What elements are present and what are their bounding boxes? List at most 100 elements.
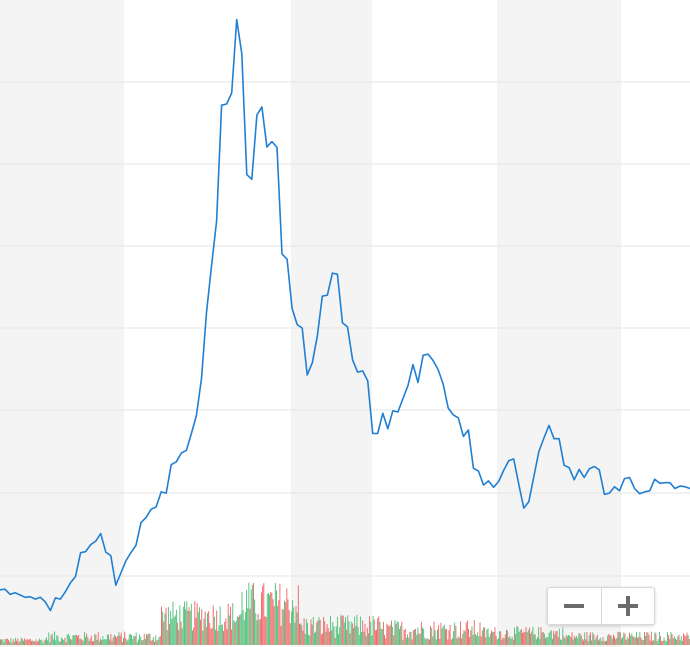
volume-bar [447, 639, 449, 645]
volume-bar [488, 636, 490, 645]
volume-bar [193, 627, 195, 645]
volume-bar [391, 620, 392, 645]
volume-bar [309, 635, 311, 645]
volume-bar [192, 630, 193, 645]
volume-bar [366, 627, 368, 645]
volume-bar [477, 632, 479, 645]
volume-bar [455, 626, 457, 645]
volume-bar [102, 636, 104, 645]
volume-bar [27, 639, 29, 645]
volume-bar [64, 637, 66, 645]
volume-bar [227, 603, 229, 645]
volume-bar [34, 641, 36, 645]
volume-bar [296, 612, 298, 645]
volume-bar [216, 610, 218, 645]
volume-bar [243, 619, 245, 645]
volume-bar [419, 633, 421, 645]
volume-bar [415, 628, 417, 645]
volume-bar [591, 640, 593, 645]
volume-bar [570, 636, 572, 645]
zoom-out-button[interactable] [548, 588, 601, 624]
volume-bar [274, 583, 276, 645]
volume-bar [372, 615, 374, 645]
volume-bar [151, 639, 153, 645]
volume-bar [18, 642, 20, 645]
volume-bar [353, 628, 354, 645]
volume-bar [425, 639, 427, 645]
volume-bar [98, 641, 100, 645]
volume-bar [485, 637, 487, 645]
volume-bar [504, 634, 506, 645]
volume-bar [8, 639, 9, 645]
volume-bar [338, 634, 340, 645]
volume-bar [150, 640, 152, 645]
volume-bar [646, 632, 648, 645]
volume-bar [65, 642, 67, 645]
volume-bar [0, 639, 1, 645]
volume-bar [688, 638, 690, 645]
volume-bar [382, 621, 384, 645]
volume-bar [410, 631, 412, 645]
volume-bar [408, 637, 410, 645]
volume-bar [10, 638, 12, 645]
volume-bar [50, 635, 52, 645]
zoom-in-button[interactable] [600, 588, 655, 624]
volume-bar [335, 626, 337, 645]
volume-bar [611, 638, 613, 645]
volume-bar [328, 631, 330, 645]
volume-bar [524, 632, 526, 645]
volume-bar [685, 636, 687, 645]
volume-bar [3, 642, 5, 645]
volume-bar [347, 615, 349, 645]
volume-bar [93, 641, 95, 645]
volume-bar [550, 630, 552, 645]
volume-bar [240, 614, 242, 645]
volume-bar [81, 639, 83, 645]
volume-bar [129, 633, 131, 645]
volume-bar [678, 634, 680, 645]
volume-bar [58, 641, 60, 645]
volume-bar [502, 637, 504, 645]
volume-bar [676, 639, 678, 645]
volume-bar [66, 634, 68, 645]
volume-bar [267, 592, 269, 645]
volume-bar [310, 619, 312, 645]
volume-bar [90, 635, 92, 645]
volume-bar [438, 625, 440, 645]
volume-bar [157, 639, 159, 645]
volume-bar [59, 641, 61, 645]
volume-bar [461, 638, 463, 645]
volume-bar [615, 639, 617, 645]
volume-bar [203, 618, 205, 645]
volume-bar [167, 607, 169, 645]
volume-bar [69, 635, 70, 645]
volume-bar [535, 639, 537, 645]
volume-bar [683, 633, 685, 645]
volume-bar [152, 637, 154, 645]
volume-bar [441, 628, 443, 645]
volume-bar [555, 631, 557, 645]
volume-bar [253, 582, 254, 645]
volume-bar [255, 613, 257, 645]
volume-bar [282, 609, 284, 645]
volume-bar [238, 616, 239, 645]
volume-bar [177, 622, 179, 645]
volume-bar [468, 628, 469, 645]
volume-bar [647, 632, 649, 645]
volume-bar [530, 633, 532, 645]
volume-bar [489, 633, 491, 645]
volume-bar [622, 637, 624, 645]
volume-bar [92, 641, 93, 645]
volume-bar [304, 633, 306, 645]
volume-bar [491, 630, 492, 645]
volume-bar [11, 642, 13, 645]
volume-bar [484, 627, 486, 645]
volume-bar [323, 616, 325, 645]
volume-bar [226, 629, 228, 645]
volume-bar [516, 626, 518, 645]
volume-bar [5, 638, 7, 645]
volume-bar [371, 635, 373, 645]
volume-bar [79, 638, 81, 645]
volume-bar [207, 613, 208, 645]
